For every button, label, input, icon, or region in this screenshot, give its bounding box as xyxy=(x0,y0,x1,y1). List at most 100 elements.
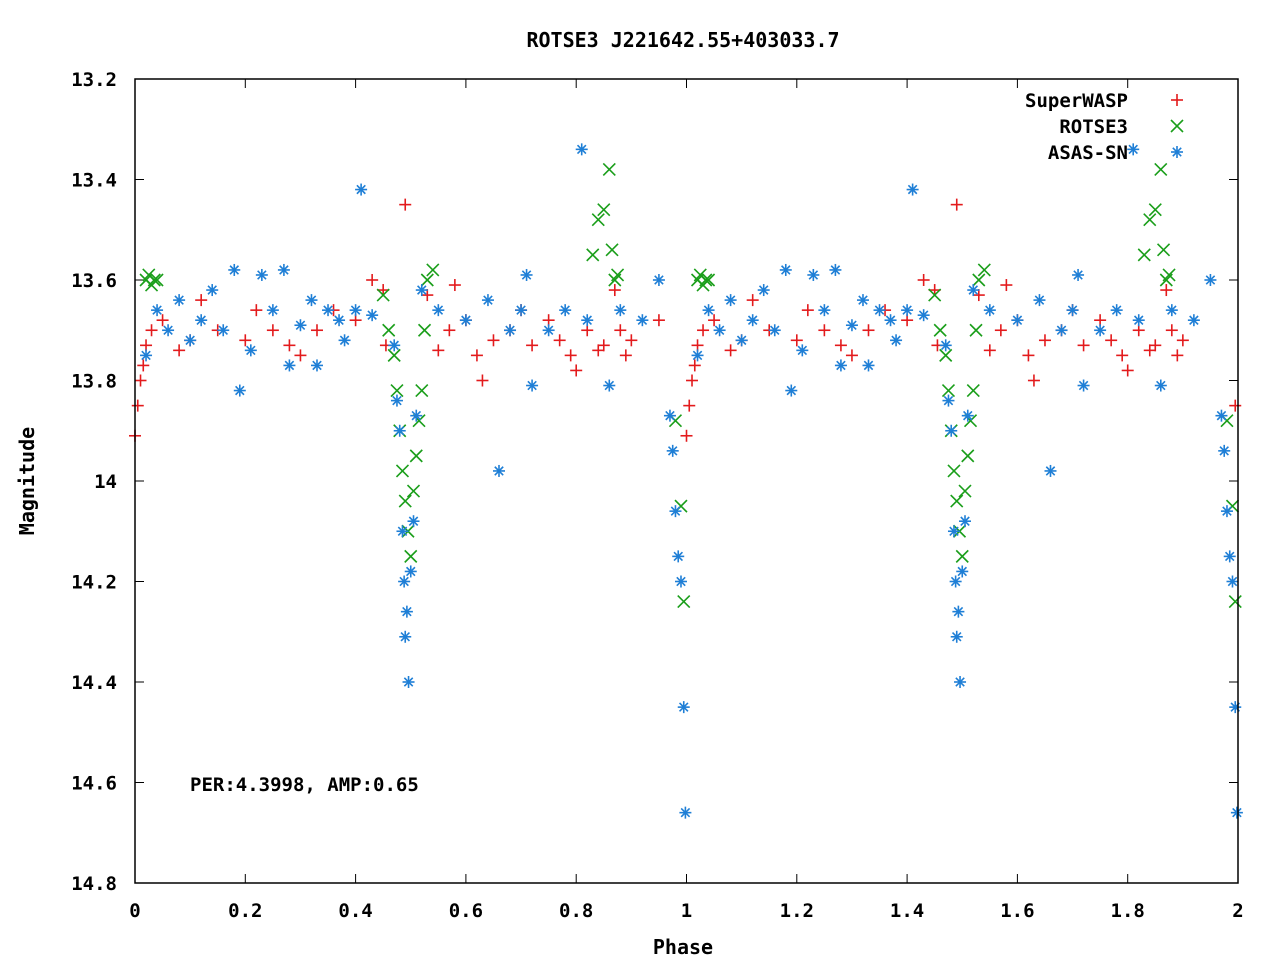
data-point xyxy=(349,314,362,327)
data-point xyxy=(1110,304,1123,317)
data-point xyxy=(233,384,246,397)
data-point xyxy=(969,323,983,337)
data-point xyxy=(1154,162,1168,177)
data-point xyxy=(398,494,412,508)
data-point xyxy=(1223,550,1236,563)
x-axis-label: Phase xyxy=(653,935,713,959)
data-point xyxy=(961,449,975,463)
data-point xyxy=(395,464,410,478)
plot-frame xyxy=(134,78,1239,884)
data-point xyxy=(366,309,379,322)
data-point xyxy=(1229,701,1242,714)
data-point xyxy=(399,198,412,211)
data-point xyxy=(399,630,412,643)
data-point xyxy=(1160,284,1173,297)
data-point xyxy=(1077,339,1090,352)
data-point xyxy=(768,324,781,337)
data-point xyxy=(1226,575,1239,588)
data-point xyxy=(608,284,621,297)
x-tick-label: 0.4 xyxy=(338,900,372,922)
data-point xyxy=(1022,349,1035,362)
data-point xyxy=(785,384,798,397)
data-point xyxy=(686,374,699,387)
data-point xyxy=(390,394,403,407)
data-point xyxy=(393,424,406,437)
data-point xyxy=(470,349,483,362)
data-point xyxy=(591,213,605,227)
data-point xyxy=(666,444,679,457)
data-point xyxy=(255,268,268,281)
data-point xyxy=(1000,279,1013,292)
data-point xyxy=(322,304,335,317)
y-tick-label: 13.8 xyxy=(71,371,117,393)
y-tick-label: 14.2 xyxy=(71,572,117,594)
data-point xyxy=(1230,806,1243,819)
data-point xyxy=(217,324,230,337)
data-point xyxy=(382,323,396,337)
data-point xyxy=(901,314,914,327)
data-point xyxy=(1204,274,1217,286)
data-point xyxy=(691,349,704,362)
data-point xyxy=(757,284,770,297)
data-point xyxy=(679,806,692,819)
data-point xyxy=(1162,268,1176,282)
data-point xyxy=(856,294,869,307)
data-point xyxy=(526,339,539,352)
data-point xyxy=(388,339,401,352)
data-point xyxy=(818,304,831,317)
data-point xyxy=(294,349,307,362)
data-point xyxy=(1165,324,1178,337)
data-point xyxy=(338,334,351,347)
data-point xyxy=(906,183,919,196)
data-point xyxy=(406,484,421,498)
data-point xyxy=(1132,314,1145,327)
data-point xyxy=(1228,595,1242,609)
data-point xyxy=(1077,379,1090,392)
data-point xyxy=(1127,143,1140,156)
data-point xyxy=(713,324,726,337)
data-point xyxy=(688,359,701,372)
data-point xyxy=(366,274,379,286)
data-point xyxy=(1033,294,1046,307)
data-point xyxy=(387,348,401,362)
data-point xyxy=(355,183,368,196)
data-point xyxy=(1116,349,1129,362)
data-point xyxy=(310,359,323,372)
data-point xyxy=(404,549,418,563)
data-point xyxy=(614,304,627,317)
legend-marker xyxy=(1171,146,1183,158)
data-point xyxy=(1143,213,1157,227)
data-point xyxy=(586,248,600,262)
data-point xyxy=(400,605,413,618)
data-point xyxy=(1143,344,1156,357)
data-point xyxy=(398,575,411,588)
data-point xyxy=(145,324,158,337)
data-point xyxy=(603,379,616,392)
data-point xyxy=(972,289,985,302)
data-point xyxy=(1105,334,1118,347)
data-point xyxy=(1229,399,1242,412)
y-tick-label: 13.2 xyxy=(71,69,117,91)
legend-label: SuperWASP xyxy=(1025,90,1128,112)
data-point xyxy=(526,379,539,392)
data-point xyxy=(310,324,323,337)
data-point xyxy=(402,676,415,688)
data-point xyxy=(150,273,164,287)
data-point xyxy=(409,449,423,463)
data-point xyxy=(1187,314,1200,327)
data-point xyxy=(691,339,704,352)
data-point xyxy=(958,484,972,498)
data-point xyxy=(476,374,489,387)
data-point xyxy=(575,143,588,156)
data-point xyxy=(1094,314,1107,327)
data-point xyxy=(390,383,404,398)
x-tick-label: 1 xyxy=(681,900,692,922)
data-point xyxy=(206,284,219,297)
data-point xyxy=(619,349,632,362)
data-point xyxy=(702,304,715,317)
data-point xyxy=(581,314,594,327)
data-point xyxy=(652,274,665,286)
data-point xyxy=(954,676,967,688)
data-point xyxy=(697,324,710,337)
